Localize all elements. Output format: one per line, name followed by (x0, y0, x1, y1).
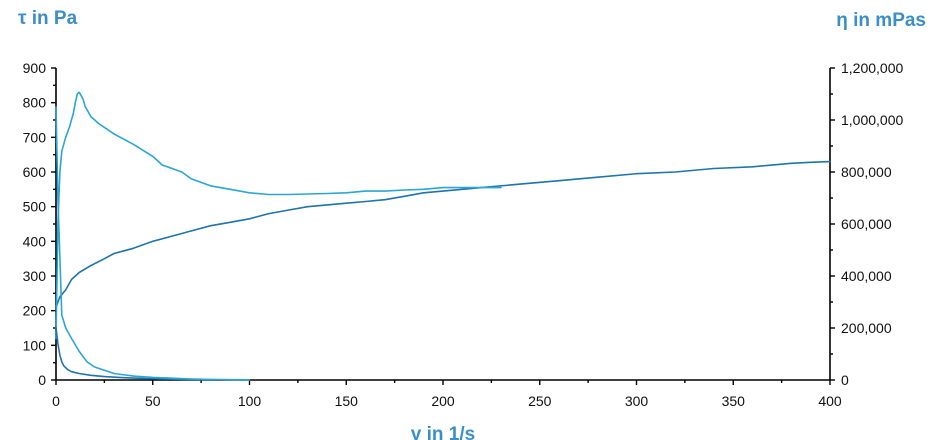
y-tick-label: 900 (23, 60, 47, 76)
y-tick-label: 700 (23, 129, 47, 145)
y-tick-label: 100 (23, 337, 47, 353)
y2-tick-label: 600,000 (841, 216, 892, 232)
series-line-2 (55, 91, 502, 340)
x-tick-label: 0 (52, 393, 60, 409)
y-tick-label: 200 (23, 303, 47, 319)
x-tick-label: 50 (145, 393, 161, 409)
y-tick-label: 800 (23, 95, 47, 111)
y2-tick-label: 1,200,000 (841, 60, 903, 76)
y2-tick-label: 800,000 (841, 164, 892, 180)
plot-area (55, 91, 831, 381)
y2-tick-label: 1,000,000 (841, 112, 903, 128)
x-tick-label: 200 (431, 393, 455, 409)
y-tick-label: 300 (23, 268, 47, 284)
x-tick-label: 300 (625, 393, 649, 409)
axes: 01002003004005006007008009000200,000400,… (23, 60, 904, 409)
x-tick-label: 350 (722, 393, 746, 409)
y-tick-label: 500 (23, 199, 47, 215)
y2-tick-label: 200,000 (841, 320, 892, 336)
y2-tick-label: 0 (841, 372, 849, 388)
y2-axis-title: η in mPas (836, 10, 926, 31)
y-axis-title: τ in Pa (18, 8, 78, 29)
y2-tick-label: 400,000 (841, 268, 892, 284)
x-axis-title: γ in 1/s (411, 424, 475, 440)
series-line-1 (55, 160, 831, 309)
x-tick-label: 250 (528, 393, 552, 409)
y-tick-label: 600 (23, 164, 47, 180)
y-tick-label: 0 (38, 372, 46, 388)
y-tick-label: 400 (23, 233, 47, 249)
series-line-4 (55, 106, 251, 381)
x-tick-label: 100 (238, 393, 262, 409)
x-tick-label: 400 (818, 393, 842, 409)
series-line-3 (55, 327, 216, 381)
x-tick-label: 150 (335, 393, 359, 409)
